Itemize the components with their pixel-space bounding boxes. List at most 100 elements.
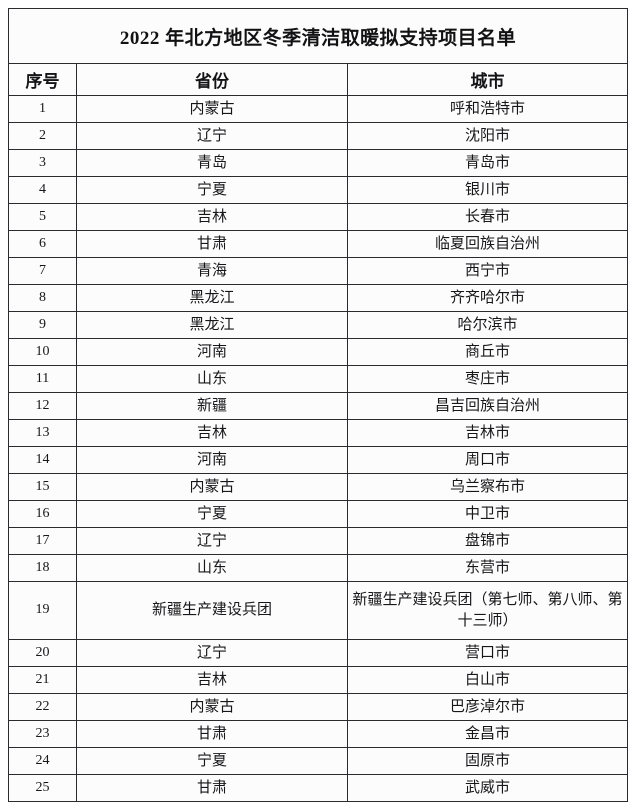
cell-province: 新疆 bbox=[76, 392, 348, 420]
document-sheet: 2022 年北方地区冬季清洁取暖拟支持项目名单 序号 省份 城市 1 内蒙古 呼和浩… bbox=[8, 8, 628, 802]
cell-index: 14 bbox=[8, 446, 77, 474]
cell-province: 山东 bbox=[76, 365, 348, 393]
cell-province: 宁夏 bbox=[76, 500, 348, 528]
cell-index: 23 bbox=[8, 720, 77, 748]
cell-city: 巴彦淖尔市 bbox=[347, 693, 628, 721]
table-head: 2022 年北方地区冬季清洁取暖拟支持项目名单 序号 省份 城市 bbox=[8, 8, 628, 96]
table-row: 3 青岛 青岛市 bbox=[8, 149, 628, 177]
cell-index: 21 bbox=[8, 666, 77, 694]
table-row: 10 河南 商丘市 bbox=[8, 338, 628, 366]
table-row: 20 辽宁 营口市 bbox=[8, 639, 628, 667]
document-title: 2022 年北方地区冬季清洁取暖拟支持项目名单 bbox=[8, 8, 628, 64]
cell-province: 辽宁 bbox=[76, 639, 348, 667]
cell-city: 金昌市 bbox=[347, 720, 628, 748]
cell-city: 周口市 bbox=[347, 446, 628, 474]
cell-index: 4 bbox=[8, 176, 77, 204]
cell-index: 5 bbox=[8, 203, 77, 231]
cell-index: 7 bbox=[8, 257, 77, 285]
cell-city: 长春市 bbox=[347, 203, 628, 231]
cell-city: 吉林市 bbox=[347, 419, 628, 447]
cell-city: 青岛市 bbox=[347, 149, 628, 177]
cell-province: 黑龙江 bbox=[76, 311, 348, 339]
cell-city: 沈阳市 bbox=[347, 122, 628, 150]
table-row: 12 新疆 昌吉回族自治州 bbox=[8, 392, 628, 420]
cell-city: 盘锦市 bbox=[347, 527, 628, 555]
table-row: 21 吉林 白山市 bbox=[8, 666, 628, 694]
cell-index: 8 bbox=[8, 284, 77, 312]
cell-city: 白山市 bbox=[347, 666, 628, 694]
cell-province: 青海 bbox=[76, 257, 348, 285]
table-row: 23 甘肃 金昌市 bbox=[8, 720, 628, 748]
cell-index: 11 bbox=[8, 365, 77, 393]
table-row: 5 吉林 长春市 bbox=[8, 203, 628, 231]
cell-index: 15 bbox=[8, 473, 77, 501]
cell-index: 12 bbox=[8, 392, 77, 420]
cell-province: 宁夏 bbox=[76, 747, 348, 775]
cell-province: 山东 bbox=[76, 554, 348, 582]
table-body: 1 内蒙古 呼和浩特市 2 辽宁 沈阳市 3 青岛 青岛市 4 宁夏 银川市 5 吉林 长春市 6 甘肃 临夏回族… bbox=[8, 95, 628, 802]
cell-index: 24 bbox=[8, 747, 77, 775]
cell-index: 25 bbox=[8, 774, 77, 802]
cell-province: 内蒙古 bbox=[76, 693, 348, 721]
column-header-index: 序号 bbox=[8, 63, 77, 96]
cell-province: 吉林 bbox=[76, 666, 348, 694]
cell-city: 哈尔滨市 bbox=[347, 311, 628, 339]
cell-province: 甘肃 bbox=[76, 720, 348, 748]
cell-index: 16 bbox=[8, 500, 77, 528]
table-row: 11 山东 枣庄市 bbox=[8, 365, 628, 393]
cell-index: 19 bbox=[8, 581, 77, 640]
cell-province: 吉林 bbox=[76, 203, 348, 231]
cell-province: 内蒙古 bbox=[76, 473, 348, 501]
cell-province: 宁夏 bbox=[76, 176, 348, 204]
cell-city: 枣庄市 bbox=[347, 365, 628, 393]
table-row: 19 新疆生产建设兵团 新疆生产建设兵团（第七师、第八师、第十三师） bbox=[8, 581, 628, 640]
table-row: 6 甘肃 临夏回族自治州 bbox=[8, 230, 628, 258]
cell-province: 黑龙江 bbox=[76, 284, 348, 312]
cell-city: 营口市 bbox=[347, 639, 628, 667]
cell-city: 中卫市 bbox=[347, 500, 628, 528]
column-header-city: 城市 bbox=[347, 63, 628, 96]
cell-index: 6 bbox=[8, 230, 77, 258]
cell-province: 青岛 bbox=[76, 149, 348, 177]
cell-city: 昌吉回族自治州 bbox=[347, 392, 628, 420]
table-row: 25 甘肃 武威市 bbox=[8, 774, 628, 802]
table-row: 2 辽宁 沈阳市 bbox=[8, 122, 628, 150]
title-row: 2022 年北方地区冬季清洁取暖拟支持项目名单 bbox=[8, 8, 628, 64]
cell-index: 9 bbox=[8, 311, 77, 339]
column-header-province: 省份 bbox=[76, 63, 348, 96]
header-row: 序号 省份 城市 bbox=[8, 63, 628, 96]
cell-city: 临夏回族自治州 bbox=[347, 230, 628, 258]
table-row: 16 宁夏 中卫市 bbox=[8, 500, 628, 528]
cell-province: 河南 bbox=[76, 446, 348, 474]
table-row: 1 内蒙古 呼和浩特市 bbox=[8, 95, 628, 123]
cell-city: 新疆生产建设兵团（第七师、第八师、第十三师） bbox=[347, 581, 628, 640]
cell-city: 乌兰察布市 bbox=[347, 473, 628, 501]
cell-index: 2 bbox=[8, 122, 77, 150]
cell-city: 东营市 bbox=[347, 554, 628, 582]
cell-index: 1 bbox=[8, 95, 77, 123]
cell-province: 河南 bbox=[76, 338, 348, 366]
project-listing-table: 2022 年北方地区冬季清洁取暖拟支持项目名单 序号 省份 城市 1 内蒙古 呼和浩… bbox=[8, 8, 628, 802]
table-row: 14 河南 周口市 bbox=[8, 446, 628, 474]
cell-province: 新疆生产建设兵团 bbox=[76, 581, 348, 640]
cell-index: 10 bbox=[8, 338, 77, 366]
cell-province: 吉林 bbox=[76, 419, 348, 447]
cell-index: 22 bbox=[8, 693, 77, 721]
cell-index: 20 bbox=[8, 639, 77, 667]
table-row: 4 宁夏 银川市 bbox=[8, 176, 628, 204]
table-row: 24 宁夏 固原市 bbox=[8, 747, 628, 775]
cell-city: 固原市 bbox=[347, 747, 628, 775]
table-row: 15 内蒙古 乌兰察布市 bbox=[8, 473, 628, 501]
cell-index: 13 bbox=[8, 419, 77, 447]
table-row: 9 黑龙江 哈尔滨市 bbox=[8, 311, 628, 339]
cell-city: 齐齐哈尔市 bbox=[347, 284, 628, 312]
table-row: 7 青海 西宁市 bbox=[8, 257, 628, 285]
cell-index: 18 bbox=[8, 554, 77, 582]
cell-province: 辽宁 bbox=[76, 122, 348, 150]
cell-city: 武威市 bbox=[347, 774, 628, 802]
cell-index: 17 bbox=[8, 527, 77, 555]
cell-province: 内蒙古 bbox=[76, 95, 348, 123]
table-row: 18 山东 东营市 bbox=[8, 554, 628, 582]
cell-province: 甘肃 bbox=[76, 774, 348, 802]
cell-index: 3 bbox=[8, 149, 77, 177]
